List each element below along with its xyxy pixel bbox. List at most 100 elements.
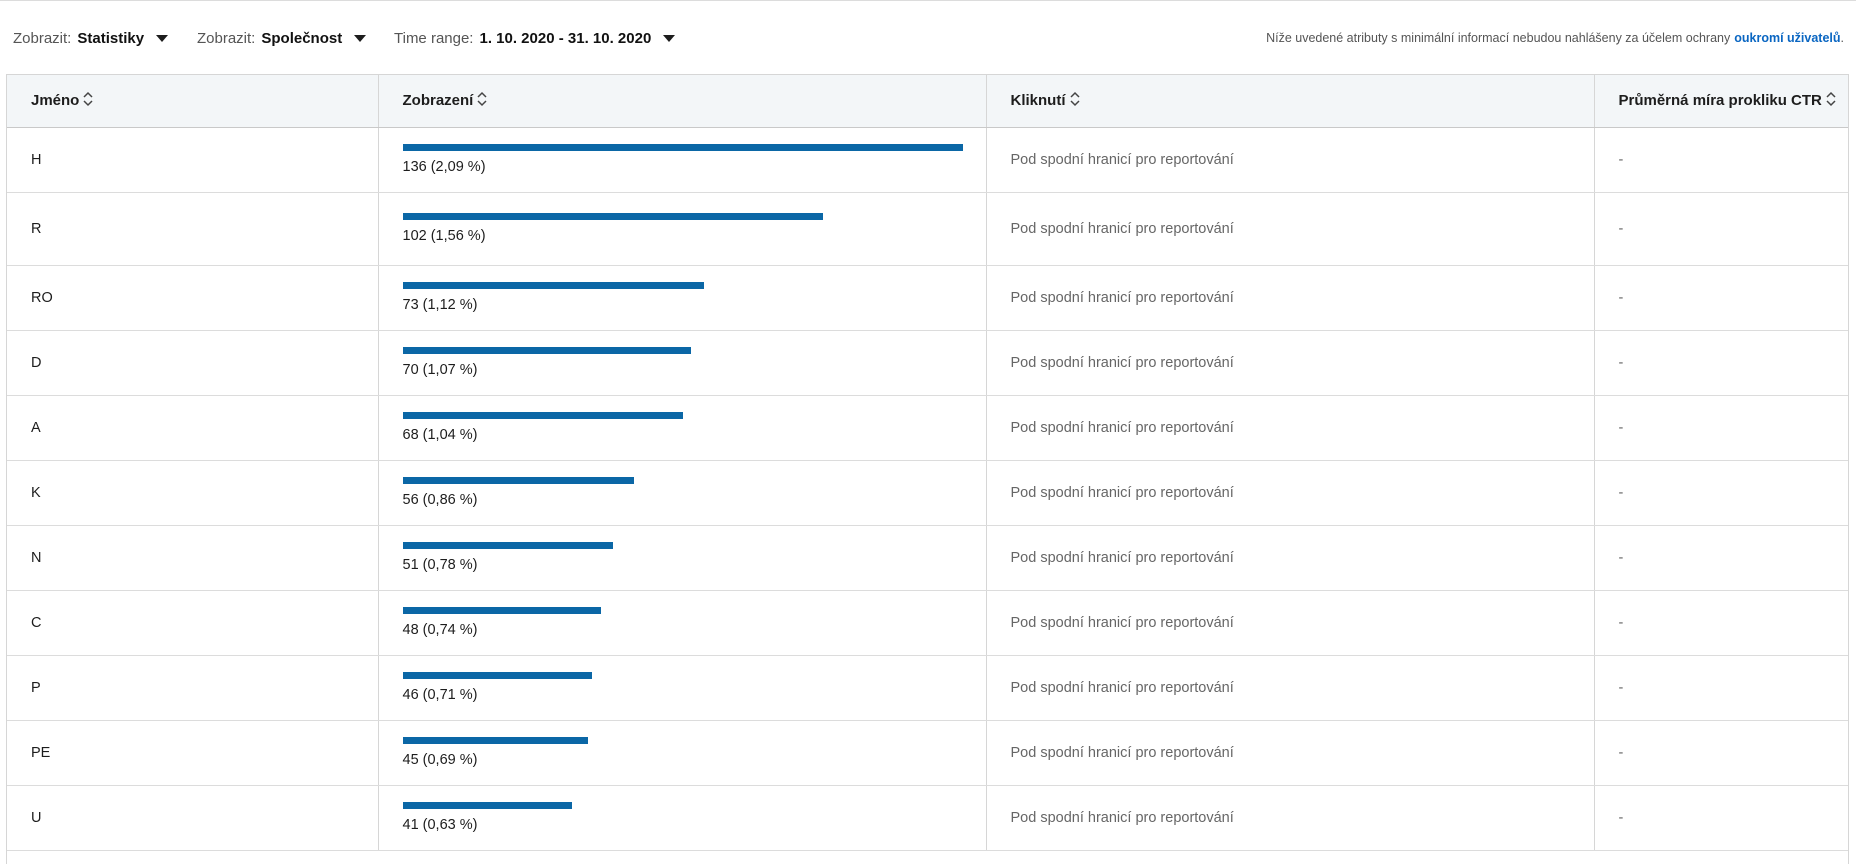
privacy-link[interactable]: oukromí uživatelů [1734,31,1841,45]
impressions-bar [402,347,691,354]
impressions-bar [402,282,704,289]
time-range-value: 1. 10. 2020 - 31. 10. 2020 [479,29,652,47]
clicks-cell: Pod spodní hranicí pro reportování [986,265,1595,331]
sort-updown-icon [83,91,93,111]
impressions-bar [402,477,634,484]
impressions-cell: 70 (1,07 %) [378,330,987,396]
time-range-label: Time range: [394,29,474,47]
table-row: R 102 (1,56 %) Pod spodní hranicí pro re… [7,192,1848,266]
clicks-cell: Pod spodní hranicí pro reportování [986,127,1595,193]
row-name: C [7,590,379,656]
impressions-value: 46 (0,71 %) [402,687,478,703]
row-name: PE [7,720,379,786]
impressions-cell: 136 (2,09 %) [378,127,987,193]
impressions-cell: 56 (0,86 %) [378,460,987,526]
caret-down-icon [156,34,169,42]
dimension-dropdown[interactable]: Zobrazit: Společnost [197,20,367,56]
impressions-cell: 48 (0,74 %) [378,590,987,656]
table-row: N 51 (0,78 %) Pod spodní hranicí pro rep… [7,525,1848,591]
table-row: K 56 (0,86 %) Pod spodní hranicí pro rep… [7,460,1848,526]
table-row: C 48 (0,74 %) Pod spodní hranicí pro rep… [7,590,1848,656]
table-row: A 68 (1,04 %) Pod spodní hranicí pro rep… [7,395,1848,461]
impressions-value: 73 (1,12 %) [402,297,478,313]
ctr-cell: - [1594,720,1848,786]
row-name: K [7,460,379,526]
impressions-value: 51 (0,78 %) [402,557,478,573]
privacy-note-text: Níže uvedené atributy s minimální inform… [1266,31,1731,45]
row-name: N [7,525,379,591]
impressions-value: 68 (1,04 %) [402,427,478,443]
row-name: D [7,330,379,396]
ctr-cell: - [1594,127,1848,193]
privacy-note-suffix: . [1840,31,1844,45]
impressions-value: 48 (0,74 %) [402,622,478,638]
dimension-dropdown-value: Společnost [261,29,343,47]
table-row: PE 45 (0,69 %) Pod spodní hranicí pro re… [7,720,1848,786]
ctr-cell: - [1594,460,1848,526]
table-header-row: Jméno Zobrazení Kliknutí Průměrná míra p… [7,75,1848,128]
metric-dropdown-label: Zobrazit: [13,29,72,47]
filter-bar: Zobrazit: Statistiky Zobrazit: Společnos… [0,20,1856,56]
impressions-value: 45 (0,69 %) [402,752,478,768]
clicks-cell: Pod spodní hranicí pro reportování [986,395,1595,461]
table-row: P 46 (0,71 %) Pod spodní hranicí pro rep… [7,655,1848,721]
impressions-bar [402,213,823,220]
demographics-table: Jméno Zobrazení Kliknutí Průměrná míra p… [6,74,1849,864]
ctr-cell: - [1594,525,1848,591]
metric-dropdown-value: Statistiky [77,29,145,47]
privacy-note: Níže uvedené atributy s minimální inform… [1266,20,1844,56]
impressions-cell: 102 (1,56 %) [378,192,987,266]
caret-down-icon [663,34,676,42]
impressions-bar [402,144,963,151]
clicks-cell: Pod spodní hranicí pro reportování [986,590,1595,656]
row-name: R [7,192,379,266]
column-header-ctr[interactable]: Průměrná míra prokliku CTR [1594,75,1848,128]
metric-dropdown[interactable]: Zobrazit: Statistiky [13,20,169,56]
ctr-cell: - [1594,590,1848,656]
impressions-bar [402,802,572,809]
clicks-cell: Pod spodní hranicí pro reportování [986,720,1595,786]
dimension-dropdown-label: Zobrazit: [197,29,256,47]
impressions-bar [402,412,683,419]
impressions-value: 41 (0,63 %) [402,817,478,833]
column-header-label: Průměrná míra prokliku CTR [1618,91,1822,109]
row-name: P [7,655,379,721]
time-range-dropdown[interactable]: Time range: 1. 10. 2020 - 31. 10. 2020 [394,20,676,56]
column-header-name[interactable]: Jméno [7,75,379,128]
clicks-cell: Pod spodní hranicí pro reportování [986,525,1595,591]
table-body: H 136 (2,09 %) Pod spodní hranicí pro re… [7,127,1848,851]
column-header-label: Zobrazení [402,91,474,109]
impressions-bar [402,542,613,549]
ctr-cell: - [1594,330,1848,396]
impressions-value: 70 (1,07 %) [402,362,478,378]
clicks-cell: Pod spodní hranicí pro reportování [986,785,1595,851]
impressions-cell: 68 (1,04 %) [378,395,987,461]
impressions-cell: 41 (0,63 %) [378,785,987,851]
row-name: A [7,395,379,461]
row-name: RO [7,265,379,331]
sort-updown-icon [477,91,487,111]
row-name: U [7,785,379,851]
impressions-bar [402,737,588,744]
table-row: D 70 (1,07 %) Pod spodní hranicí pro rep… [7,330,1848,396]
ctr-cell: - [1594,265,1848,331]
table-row: U 41 (0,63 %) Pod spodní hranicí pro rep… [7,785,1848,851]
clicks-cell: Pod spodní hranicí pro reportování [986,460,1595,526]
ctr-cell: - [1594,655,1848,721]
table-row: RO 73 (1,12 %) Pod spodní hranicí pro re… [7,265,1848,331]
impressions-cell: 46 (0,71 %) [378,655,987,721]
ctr-cell: - [1594,192,1848,266]
column-header-clicks[interactable]: Kliknutí [986,75,1595,128]
column-header-label: Jméno [31,91,80,109]
column-header-label: Kliknutí [1010,91,1066,109]
impressions-bar [402,607,601,614]
impressions-value: 136 (2,09 %) [402,159,486,175]
sort-updown-icon [1069,91,1080,111]
column-header-impressions[interactable]: Zobrazení [378,75,987,128]
impressions-cell: 73 (1,12 %) [378,265,987,331]
clicks-cell: Pod spodní hranicí pro reportování [986,330,1595,396]
impressions-value: 102 (1,56 %) [402,228,486,244]
impressions-bar [402,672,592,679]
impressions-cell: 45 (0,69 %) [378,720,987,786]
ctr-cell: - [1594,395,1848,461]
